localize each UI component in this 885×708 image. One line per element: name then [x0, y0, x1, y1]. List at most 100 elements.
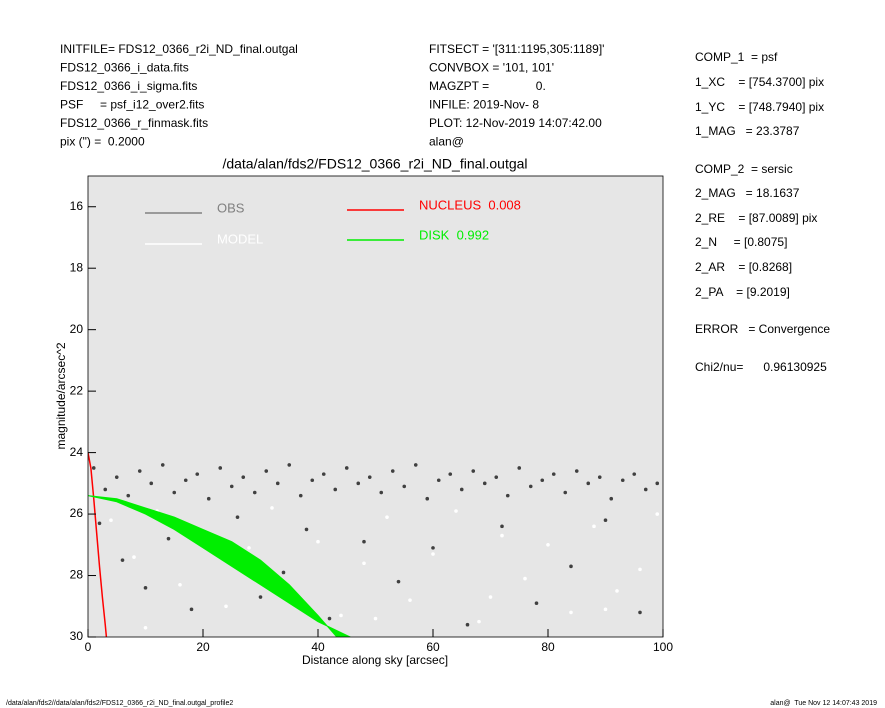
- data-point: [425, 496, 430, 501]
- data-point: [408, 598, 412, 602]
- header-middle-line: FITSECT = '[311:1195,305:1189]': [429, 42, 604, 56]
- y-tick-label: 22: [70, 383, 84, 397]
- data-point: [471, 469, 476, 473]
- y-tick-label: 26: [70, 506, 84, 520]
- data-point: [126, 493, 131, 498]
- header-middle-line: MAGZPT = 0.: [429, 79, 546, 93]
- data-point: [224, 604, 228, 609]
- data-point: [574, 469, 579, 473]
- fit-parameter: ERROR = Convergence: [695, 322, 830, 336]
- data-point: [218, 466, 223, 470]
- data-point: [465, 622, 470, 627]
- y-tick-label: 20: [70, 322, 84, 336]
- header-left-line: pix (") = 0.2000: [60, 135, 145, 149]
- header-middle-line: INFILE: 2019-Nov- 8: [429, 98, 539, 112]
- y-tick-label: 24: [70, 445, 84, 459]
- data-point: [436, 478, 441, 483]
- data-point: [178, 582, 182, 587]
- data-point: [523, 576, 527, 581]
- data-point: [275, 481, 280, 486]
- data-point: [609, 496, 614, 501]
- data-point: [563, 490, 568, 495]
- data-point: [500, 533, 504, 538]
- data-point: [109, 518, 113, 523]
- y-tick-label: 18: [70, 260, 84, 274]
- data-point: [620, 478, 625, 483]
- data-point: [459, 487, 464, 492]
- y-axis-label: magnitude/arcsec^2: [54, 342, 68, 449]
- data-point: [356, 481, 361, 486]
- data-point: [500, 524, 504, 529]
- fit-parameter: 1_YC = [748.7940] pix: [695, 100, 824, 114]
- header-middle-line: alan@: [429, 135, 464, 149]
- data-point: [431, 546, 435, 550]
- fit-parameter: 1_XC = [754.3700] pix: [695, 75, 824, 89]
- data-point: [534, 601, 539, 605]
- header-middle-line: CONVBOX = '101, 101': [429, 61, 554, 75]
- data-point: [229, 484, 234, 489]
- header-left-line: INITFILE= FDS12_0366_r2i_ND_final.outgal: [60, 42, 298, 56]
- data-point: [494, 475, 499, 479]
- data-point: [379, 490, 384, 495]
- data-point: [132, 555, 136, 559]
- data-point: [91, 466, 96, 470]
- data-point: [448, 472, 453, 476]
- data-point: [333, 487, 338, 492]
- data-point: [517, 466, 522, 470]
- fit-parameter: 2_MAG = 18.1637: [695, 186, 800, 200]
- data-point: [615, 589, 619, 593]
- plot-background: [88, 176, 663, 637]
- data-point: [482, 481, 487, 486]
- data-point: [287, 463, 292, 467]
- data-point: [603, 607, 608, 612]
- data-point: [235, 515, 240, 519]
- header-middle-line: PLOT: 12-Nov-2019 14:07:42.00: [429, 116, 602, 130]
- data-point: [638, 567, 642, 572]
- data-point: [413, 463, 418, 467]
- profile-band: [88, 495, 351, 637]
- data-point: [252, 490, 257, 495]
- data-point: [362, 539, 366, 544]
- data-point: [149, 481, 154, 486]
- x-tick-label: 60: [426, 640, 440, 654]
- header-left-line: FDS12_0366_i_sigma.fits: [60, 79, 197, 93]
- data-point: [632, 472, 637, 476]
- data-point: [528, 484, 533, 489]
- data-point: [114, 475, 119, 479]
- header-left-line: PSF = psf_i12_over2.fits: [60, 98, 204, 112]
- data-point: [655, 481, 660, 486]
- data-point: [327, 616, 332, 621]
- data-point: [477, 619, 481, 624]
- data-point: [298, 493, 303, 498]
- data-point: [172, 490, 177, 495]
- data-point: [488, 595, 493, 599]
- data-point: [597, 475, 602, 479]
- fit-parameter: 1_MAG = 23.3787: [695, 124, 800, 138]
- data-point: [643, 487, 648, 492]
- fit-parameter: 2_PA = [9.2019]: [695, 285, 790, 299]
- data-point: [281, 570, 286, 575]
- data-point: [321, 472, 326, 476]
- data-point: [390, 469, 395, 473]
- data-point: [310, 478, 315, 483]
- header-left-line: FDS12_0366_i_data.fits: [60, 61, 189, 75]
- footer-left: /data/alan/fds2//data/alan/fds2/FDS12_03…: [6, 700, 233, 707]
- data-point: [592, 524, 596, 529]
- data-point: [160, 463, 165, 467]
- data-point: [304, 527, 309, 532]
- fit-parameter: COMP_2 = sersic: [695, 162, 793, 176]
- footer-right: alan@ Tue Nov 12 14:07:43 2019: [770, 700, 877, 707]
- data-point: [396, 579, 401, 584]
- data-point: [546, 543, 550, 547]
- y-tick-label: 30: [70, 629, 84, 643]
- data-point: [586, 481, 591, 486]
- data-point: [264, 469, 269, 473]
- plot-frame: [87, 175, 664, 638]
- data-point: [344, 466, 349, 470]
- legend-label: MODEL: [217, 231, 263, 246]
- data-point: [143, 586, 148, 590]
- x-tick-label: 80: [541, 640, 555, 654]
- data-point: [195, 472, 200, 476]
- fit-parameter: Chi2/nu= 0.96130925: [695, 360, 827, 374]
